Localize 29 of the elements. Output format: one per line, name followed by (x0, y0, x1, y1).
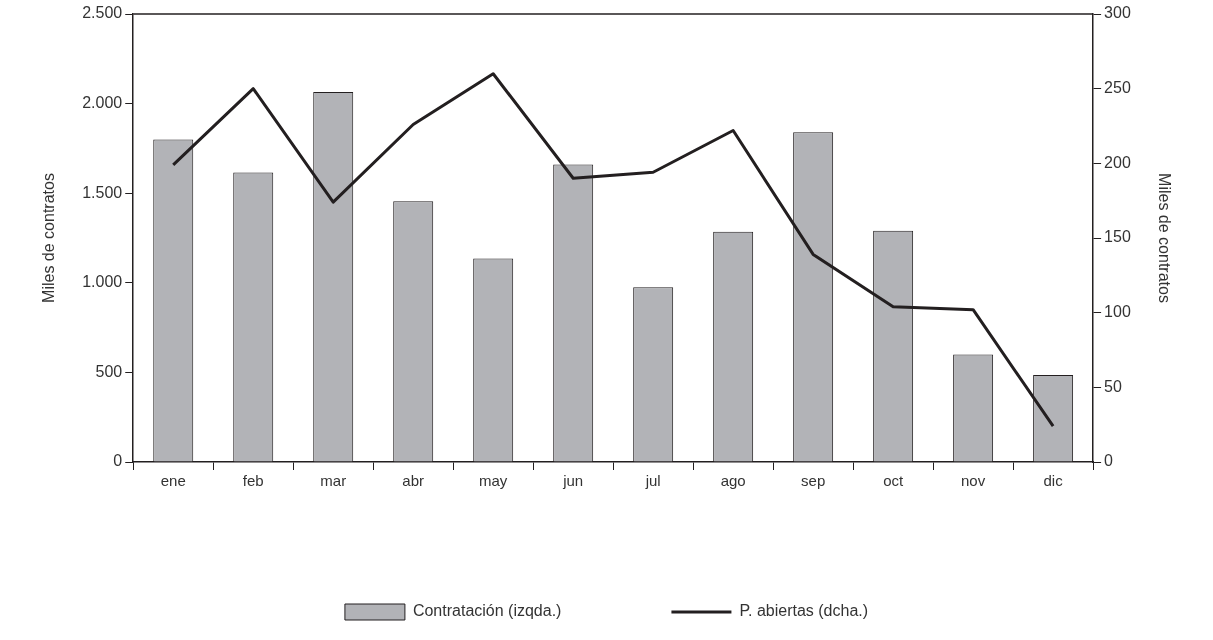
x-tick-label: mar (320, 472, 347, 490)
y-tick-label: 500 (95, 362, 123, 380)
x-tick-label: feb (242, 472, 264, 490)
x-tick-label: jul (644, 472, 661, 490)
x-tick-label: abr (402, 472, 425, 490)
x-tick-label: jun (562, 472, 584, 490)
legend-label: P. abiertas (dcha.) (739, 602, 869, 620)
y2-tick-label: 150 (1104, 228, 1131, 246)
y2-tick-label: 100 (1104, 303, 1131, 321)
y-tick-label: 1.000 (82, 273, 123, 291)
x-tick-label: may (479, 472, 508, 490)
x-tick-label: oct (883, 472, 904, 490)
y2-tick-label: 50 (1104, 377, 1122, 395)
y-axis-title: Miles de contratos (40, 173, 58, 303)
y2-axis-title: Miles de contratos (1155, 173, 1173, 303)
y-tick-label: 2.500 (82, 4, 123, 22)
x-tick-label: ene (160, 472, 186, 490)
y-tick-label: 0 (113, 452, 123, 470)
y2-tick-label: 300 (1104, 4, 1131, 22)
y-tick-label: 2.000 (82, 94, 123, 112)
y-tick-label: 1.500 (82, 183, 123, 201)
legend-label: Contratación (izqda.) (412, 602, 562, 620)
y2-tick-label: 200 (1104, 153, 1131, 171)
x-tick-label: sep (801, 472, 826, 490)
x-tick-label: dic (1043, 472, 1064, 490)
y2-tick-label: 250 (1104, 79, 1131, 97)
x-tick-label: nov (961, 472, 986, 490)
y2-tick-label: 0 (1104, 452, 1114, 470)
x-tick-label: ago (720, 472, 746, 490)
